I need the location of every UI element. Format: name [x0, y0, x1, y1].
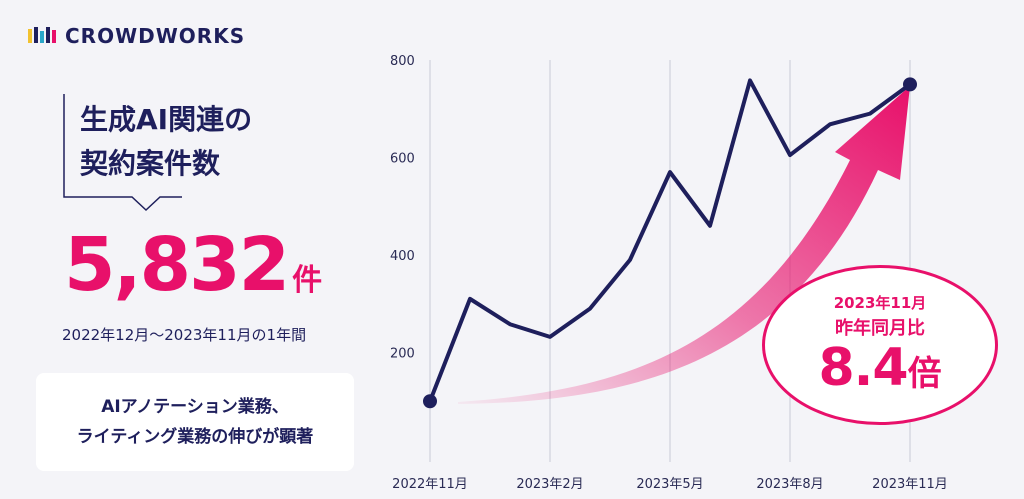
x-tick-label: 2023年2月: [516, 477, 583, 492]
x-tick-label: 2022年11月: [392, 477, 468, 492]
badge-unit: 倍: [907, 354, 942, 394]
yoy-badge: 2023年11月 昨年同月比 8.4倍: [762, 265, 998, 425]
x-tick-label: 2023年11月: [872, 477, 948, 492]
total-unit: 件: [292, 263, 323, 298]
crowdworks-logo-icon: [28, 27, 56, 43]
badge-month: 2023年11月: [833, 294, 927, 312]
y-tick-label: 200: [390, 347, 415, 362]
total-count: 5,832 件: [64, 222, 322, 308]
y-tick-label: 600: [390, 152, 415, 167]
crowdworks-logo: CROWDWORKS: [27, 24, 245, 48]
y-tick-label: 400: [390, 249, 415, 264]
note-box: AIアノテーション業務、 ライティング業務の伸びが顕著: [36, 373, 354, 471]
growth-arrow: [458, 86, 910, 404]
total-value: 5,832: [64, 222, 290, 308]
headline-box: 生成AI関連の 契約案件数: [62, 92, 282, 212]
x-tick-label: 2023年5月: [636, 477, 703, 492]
series-line: [428, 78, 912, 402]
end-point: [903, 77, 917, 92]
note-line-2: ライティング業務の伸びが顕著: [76, 427, 314, 447]
start-point: [423, 394, 437, 409]
x-tick-label: 2023年8月: [756, 477, 823, 492]
badge-label: 昨年同月比: [835, 318, 925, 339]
brand-name: CROWDWORKS: [65, 24, 246, 48]
period-text: 2022年12月～2023年11月の1年間: [62, 326, 307, 344]
y-tick-label: 800: [390, 54, 415, 69]
headline-line-1: 生成AI関連の: [80, 103, 253, 136]
badge-number: 8.4: [818, 338, 908, 398]
badge-value: 8.4倍: [765, 338, 995, 398]
headline-bracket: [63, 94, 182, 212]
note-line-1: AIアノテーション業務、: [101, 397, 289, 417]
line-chart: 200 400 600 800 2022年11月 2023年2月 2023年5月 2023年…: [390, 54, 948, 492]
headline-line-2: 契約案件数: [80, 147, 221, 180]
